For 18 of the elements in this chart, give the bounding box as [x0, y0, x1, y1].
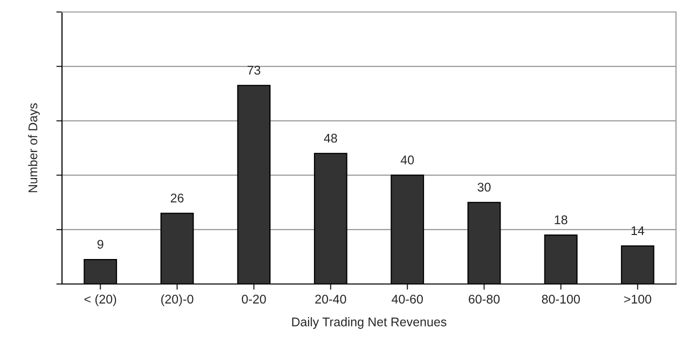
data-label: 30 [478, 182, 491, 192]
data-label: 26 [170, 194, 184, 202]
x-tick-label: >100 [624, 294, 652, 304]
x-tick-label: 0-20 [242, 294, 266, 304]
y-axis-title: Number of Days [28, 103, 40, 192]
x-tick-label: (20)-0 [161, 294, 194, 306]
x-tick-label: 80-100 [542, 294, 580, 304]
data-label: 40 [400, 156, 414, 164]
x-tick-label: < (20) [84, 294, 116, 306]
data-label: 18 [554, 215, 568, 224]
x-tick-label: 60-80 [468, 294, 500, 304]
data-label: 14 [632, 226, 644, 235]
data-label: 9 [97, 240, 104, 249]
x-tick-label: 40-60 [392, 294, 423, 304]
data-label: 73 [248, 66, 260, 75]
data-label: 48 [324, 134, 338, 143]
x-tick-label: 20-40 [315, 294, 346, 304]
x-axis-title: Daily Trading Net Revenues [292, 317, 446, 329]
